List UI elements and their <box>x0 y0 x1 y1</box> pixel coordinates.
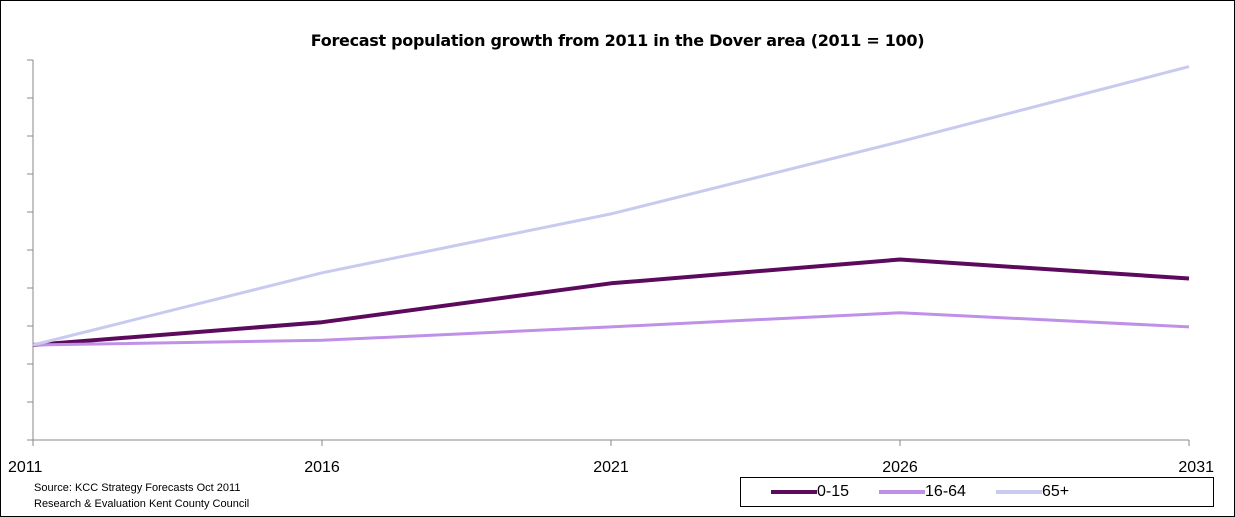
x-tick-label: 2011 <box>8 459 43 476</box>
legend-swatch-65plus <box>995 490 1042 494</box>
legend: 0-15 16-64 65+ <box>740 477 1214 507</box>
source-line-1: Source: KCC Strategy Forecasts Oct 2011 <box>34 482 241 494</box>
legend-item-16-64: 16-64 <box>879 483 966 501</box>
legend-label-16-64: 16-64 <box>925 483 966 500</box>
source-note: Source: KCC Strategy Forecasts Oct 2011 … <box>34 480 249 512</box>
series-line-0-15 <box>32 257 1190 347</box>
series-line-16-64 <box>32 311 1190 347</box>
legend-label-65plus: 65+ <box>1041 483 1070 500</box>
legend-swatch-16-64 <box>879 490 926 494</box>
legend-label-0-15: 0-15 <box>817 483 850 500</box>
x-tick-label: 2016 <box>304 459 340 476</box>
source-line-2: Research & Evaluation Kent County Counci… <box>34 498 250 510</box>
x-tick-label: 2021 <box>593 459 629 476</box>
x-tick-label: 2031 <box>1178 459 1214 476</box>
chart-title: Forecast population growth from 2011 in … <box>310 31 925 50</box>
x-tick-label: 2026 <box>882 459 918 476</box>
legend-swatch-0-15 <box>771 490 817 494</box>
series-line-65plus <box>32 65 1190 347</box>
legend-item-0-15: 0-15 <box>771 483 849 501</box>
legend-item-65plus: 65+ <box>995 483 1070 501</box>
